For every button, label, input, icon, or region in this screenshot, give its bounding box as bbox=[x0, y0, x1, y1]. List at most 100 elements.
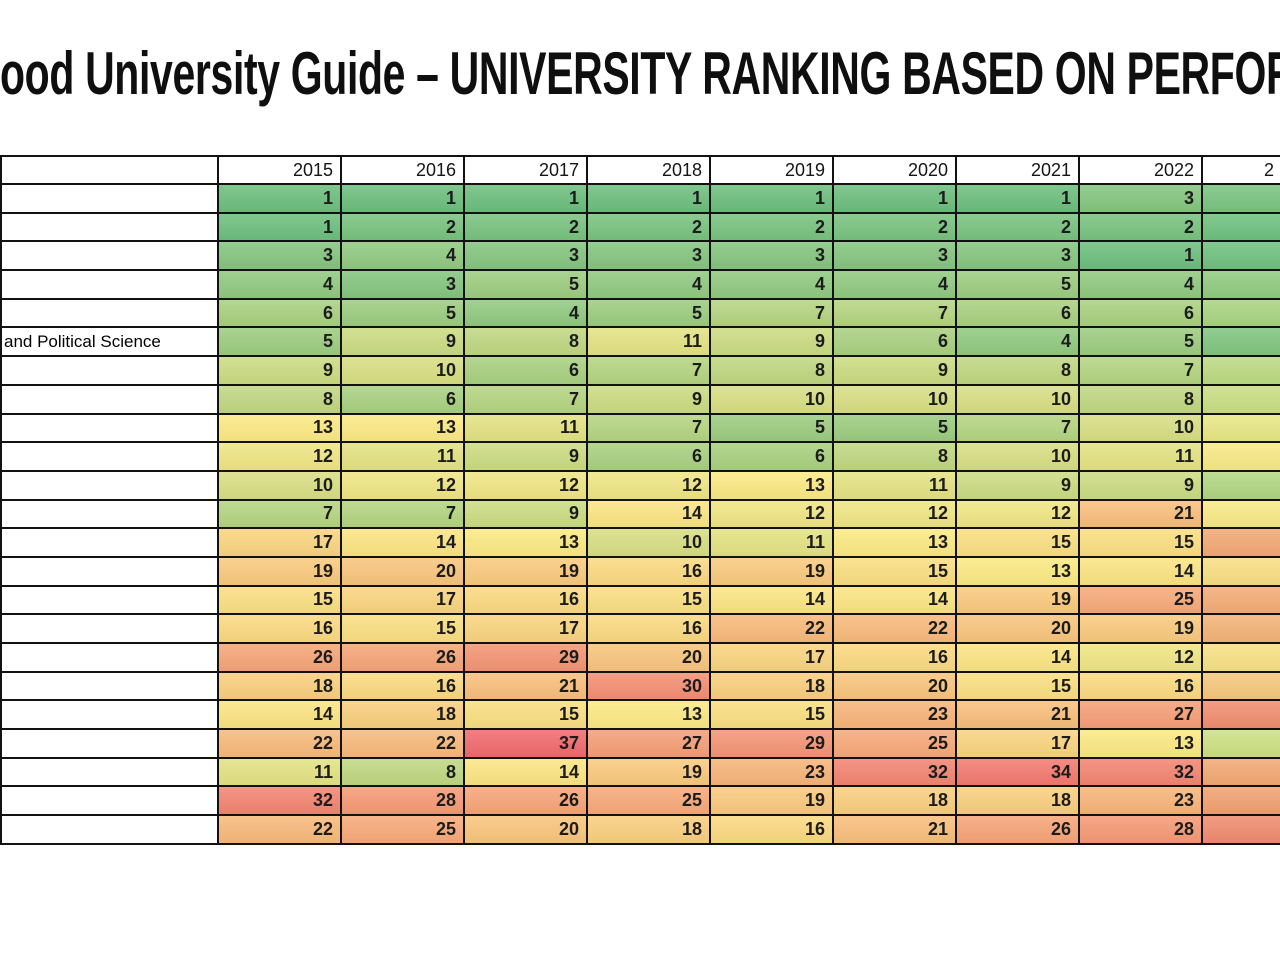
rank-cell: 20 bbox=[463, 814, 588, 845]
rank-cell: 16 bbox=[1078, 670, 1203, 702]
rank-cell: 17 bbox=[709, 642, 834, 673]
rank-cell-partial bbox=[1201, 555, 1280, 587]
rank-cell-partial bbox=[1201, 699, 1280, 731]
year-header: 2021 bbox=[955, 155, 1080, 185]
rank-cell: 16 bbox=[340, 670, 465, 702]
rank-cell: 32 bbox=[217, 785, 342, 817]
rank-cell: 22 bbox=[709, 613, 834, 644]
rank-cell: 14 bbox=[340, 527, 465, 558]
rank-cell: 25 bbox=[1078, 584, 1203, 616]
rank-cell-partial bbox=[1201, 211, 1280, 243]
rank-cell: 12 bbox=[463, 469, 588, 501]
rank-cell: 15 bbox=[955, 527, 1080, 558]
rank-cell: 30 bbox=[586, 670, 711, 702]
rank-cell: 10 bbox=[1078, 412, 1203, 444]
university-name-cell bbox=[0, 728, 219, 759]
rank-cell: 1 bbox=[463, 183, 588, 214]
rank-cell: 13 bbox=[832, 527, 957, 558]
rank-cell: 10 bbox=[955, 383, 1080, 415]
rank-cell: 6 bbox=[217, 297, 342, 329]
rank-cell: 7 bbox=[340, 498, 465, 530]
rank-cell: 13 bbox=[955, 555, 1080, 587]
rank-cell: 5 bbox=[217, 326, 342, 358]
rank-cell: 32 bbox=[832, 756, 957, 788]
year-header-partial: 2 bbox=[1201, 155, 1280, 185]
rank-cell-partial bbox=[1201, 642, 1280, 673]
rank-cell: 20 bbox=[832, 670, 957, 702]
rank-cell: 18 bbox=[217, 670, 342, 702]
rank-cell: 1 bbox=[586, 183, 711, 214]
rank-cell: 4 bbox=[832, 269, 957, 300]
rank-cell: 1 bbox=[832, 183, 957, 214]
rank-cell: 11 bbox=[709, 527, 834, 558]
rank-cell: 4 bbox=[586, 269, 711, 300]
rank-cell: 25 bbox=[340, 814, 465, 845]
rank-cell: 16 bbox=[709, 814, 834, 845]
rank-cell: 5 bbox=[709, 412, 834, 444]
rank-cell: 2 bbox=[832, 211, 957, 243]
rank-cell: 7 bbox=[832, 297, 957, 329]
rank-cell: 5 bbox=[1078, 326, 1203, 358]
rank-cell: 3 bbox=[832, 240, 957, 272]
rank-cell: 9 bbox=[1078, 469, 1203, 501]
rank-cell: 14 bbox=[955, 642, 1080, 673]
rank-cell-partial bbox=[1201, 355, 1280, 386]
rank-cell: 9 bbox=[955, 469, 1080, 501]
university-name-cell bbox=[0, 555, 219, 587]
rank-cell: 12 bbox=[955, 498, 1080, 530]
rank-cell-partial bbox=[1201, 670, 1280, 702]
university-name-cell bbox=[0, 814, 219, 845]
rank-cell: 37 bbox=[463, 728, 588, 759]
rank-cell: 26 bbox=[340, 642, 465, 673]
rank-cell: 4 bbox=[340, 240, 465, 272]
rank-cell-partial bbox=[1201, 269, 1280, 300]
rank-cell: 9 bbox=[709, 326, 834, 358]
rank-cell-partial bbox=[1201, 326, 1280, 358]
rank-cell: 11 bbox=[217, 756, 342, 788]
rank-cell: 6 bbox=[586, 441, 711, 472]
table-row: 7 7 9 14 12 12 12 21 bbox=[0, 498, 1280, 530]
rank-cell: 17 bbox=[217, 527, 342, 558]
rank-cell: 20 bbox=[955, 613, 1080, 644]
rank-cell: 23 bbox=[832, 699, 957, 731]
table-row: 11 8 14 19 23 32 34 32 bbox=[0, 756, 1280, 788]
rank-cell: 7 bbox=[709, 297, 834, 329]
rank-cell: 12 bbox=[217, 441, 342, 472]
rank-cell: 10 bbox=[217, 469, 342, 501]
rank-cell: 6 bbox=[340, 383, 465, 415]
corner-cell bbox=[0, 155, 219, 185]
rank-cell: 3 bbox=[586, 240, 711, 272]
rank-cell: 9 bbox=[463, 498, 588, 530]
rank-cell: 6 bbox=[463, 355, 588, 386]
rank-cell: 16 bbox=[586, 613, 711, 644]
rank-cell: 25 bbox=[586, 785, 711, 817]
rank-cell: 18 bbox=[955, 785, 1080, 817]
rank-cell: 19 bbox=[586, 756, 711, 788]
table-row: 15 17 16 15 14 14 19 25 bbox=[0, 584, 1280, 616]
university-name-cell bbox=[0, 527, 219, 558]
rank-cell: 29 bbox=[463, 642, 588, 673]
page-title: ood University Guide – UNIVERSITY RANKIN… bbox=[0, 40, 1280, 107]
rank-cell-partial bbox=[1201, 412, 1280, 444]
rank-cell: 9 bbox=[340, 326, 465, 358]
rank-cell: 15 bbox=[463, 699, 588, 731]
university-name-cell bbox=[0, 469, 219, 501]
rank-cell: 18 bbox=[709, 670, 834, 702]
rank-cell: 7 bbox=[586, 412, 711, 444]
rank-cell: 14 bbox=[832, 584, 957, 616]
rank-cell: 19 bbox=[955, 584, 1080, 616]
table-row: 16 15 17 16 22 22 20 19 bbox=[0, 613, 1280, 644]
rank-cell: 16 bbox=[832, 642, 957, 673]
rank-cell-partial bbox=[1201, 527, 1280, 558]
rank-cell: 19 bbox=[709, 555, 834, 587]
rank-cell: 19 bbox=[1078, 613, 1203, 644]
rank-cell-partial bbox=[1201, 613, 1280, 644]
rank-cell: 9 bbox=[217, 355, 342, 386]
rank-cell: 3 bbox=[1078, 183, 1203, 214]
rank-cell: 21 bbox=[1078, 498, 1203, 530]
table-row: 14 18 15 13 15 23 21 27 bbox=[0, 699, 1280, 731]
university-name-cell bbox=[0, 269, 219, 300]
